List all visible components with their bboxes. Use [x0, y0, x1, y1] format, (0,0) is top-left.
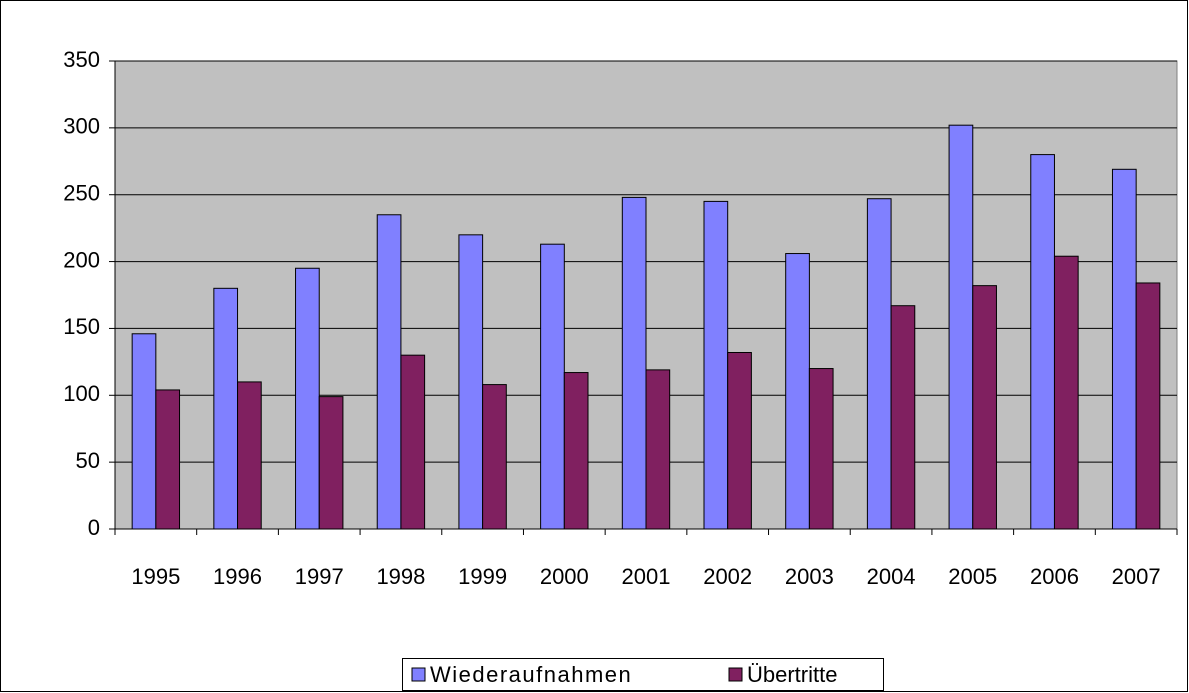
y-tick-label: 350	[63, 47, 100, 72]
bar	[213, 287, 239, 530]
y-tick-label: 50	[76, 448, 100, 473]
y-tick-label: 250	[63, 181, 100, 206]
bar	[1053, 255, 1079, 530]
x-tick-label: 1999	[458, 564, 507, 589]
bar	[540, 243, 565, 530]
x-tick-label: 1998	[376, 564, 425, 589]
x-tick-label: 2007	[1112, 564, 1161, 589]
bar	[972, 285, 997, 530]
bar	[866, 198, 892, 530]
bar	[1135, 282, 1161, 530]
legend-label: Übertritte	[747, 662, 837, 687]
bar	[1030, 154, 1055, 530]
bar	[237, 381, 262, 530]
legend-swatch	[728, 667, 743, 682]
x-tick-label: 1995	[131, 564, 180, 589]
bar	[155, 389, 181, 530]
y-tick-label: 300	[63, 114, 100, 139]
x-tick-label: 2003	[785, 564, 834, 589]
x-tick-label: 2006	[1030, 564, 1079, 589]
x-tick-label: 1996	[213, 564, 262, 589]
x-tick-label: 2004	[867, 564, 916, 589]
x-tick-label: 2005	[948, 564, 997, 589]
bar	[458, 234, 484, 530]
bar	[1111, 168, 1137, 530]
x-tick-label: 1997	[295, 564, 344, 589]
bar	[703, 200, 729, 530]
x-tick-label: 2002	[703, 564, 752, 589]
y-tick-label: 100	[63, 381, 100, 406]
bar	[890, 305, 916, 530]
bar	[131, 333, 157, 530]
y-tick-label: 150	[63, 314, 100, 339]
bar	[563, 372, 589, 530]
bar	[645, 369, 671, 530]
x-tick-label: 2001	[622, 564, 671, 589]
x-tick-label: 2000	[540, 564, 589, 589]
legend-box	[402, 658, 884, 691]
y-tick-label: 200	[63, 247, 100, 272]
legend-label: Wiederaufnahmen	[430, 662, 632, 687]
bar	[948, 124, 974, 530]
bar	[621, 196, 647, 530]
bar	[482, 384, 507, 530]
bar	[808, 368, 834, 530]
bar	[295, 267, 320, 530]
bar	[400, 354, 426, 530]
bar	[376, 214, 402, 530]
y-tick-label: 0	[88, 515, 100, 540]
legend-swatch	[411, 667, 426, 682]
bar	[785, 253, 810, 530]
bar	[318, 396, 344, 530]
bar	[727, 351, 752, 530]
